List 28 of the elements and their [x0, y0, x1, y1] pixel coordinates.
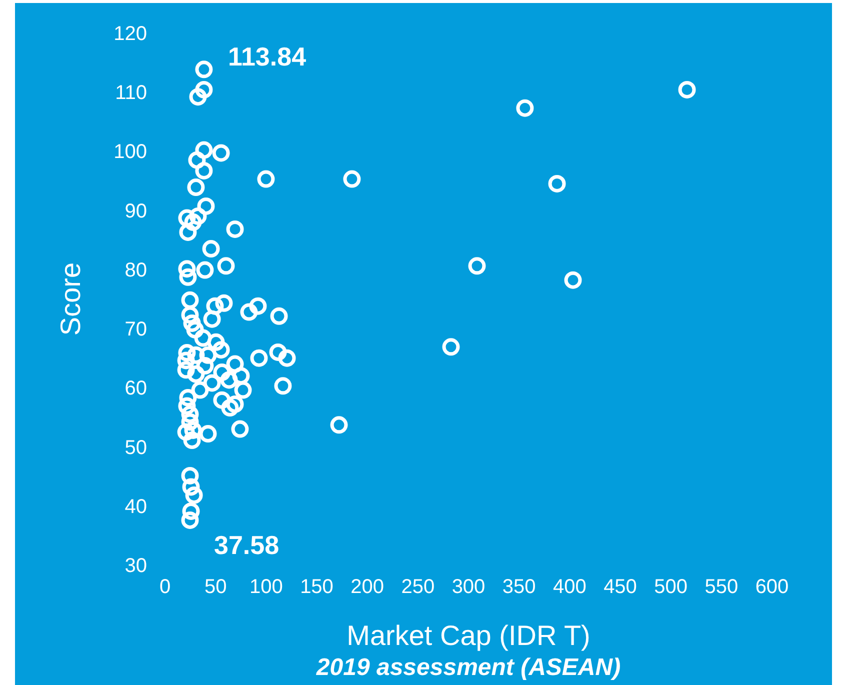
y-tick-label: 120	[114, 23, 147, 45]
annotation: 113.84	[228, 41, 307, 72]
x-tick-label: 350	[502, 576, 536, 598]
x-tick-label: 400	[552, 576, 586, 598]
x-tick-label: 450	[604, 576, 637, 598]
text: 2019 assessment (ASEAN)	[315, 654, 621, 681]
x-tick-label: 50	[204, 576, 227, 598]
x-tick-label: 250	[401, 576, 435, 598]
x-tick-label: 500	[654, 576, 688, 598]
x-tick-label: 0	[159, 576, 171, 598]
y-tick-label: 90	[124, 200, 147, 222]
y-tick-label: 60	[124, 378, 147, 400]
x-tick-label: 600	[755, 576, 789, 598]
x-tick-label: 100	[249, 576, 283, 598]
y-tick-label: 30	[124, 555, 147, 577]
y-tick-label: 50	[124, 436, 147, 459]
y-tick-label: 100	[114, 141, 147, 164]
y-tick-label: 40	[124, 496, 147, 518]
x-tick-label: 300	[452, 576, 486, 598]
x-tick-label: 200	[350, 576, 384, 598]
y-tick-label: 80	[124, 259, 147, 282]
y-axis-title: Score	[55, 262, 86, 336]
y-tick-label: 70	[124, 318, 147, 341]
x-tick-label: 150	[300, 576, 334, 598]
annotation: 37.58	[214, 530, 280, 560]
x-tick-label: 550	[704, 576, 738, 598]
y-tick-label: 110	[115, 82, 147, 104]
x-axis-title: Market Cap (IDR T)	[346, 620, 590, 651]
